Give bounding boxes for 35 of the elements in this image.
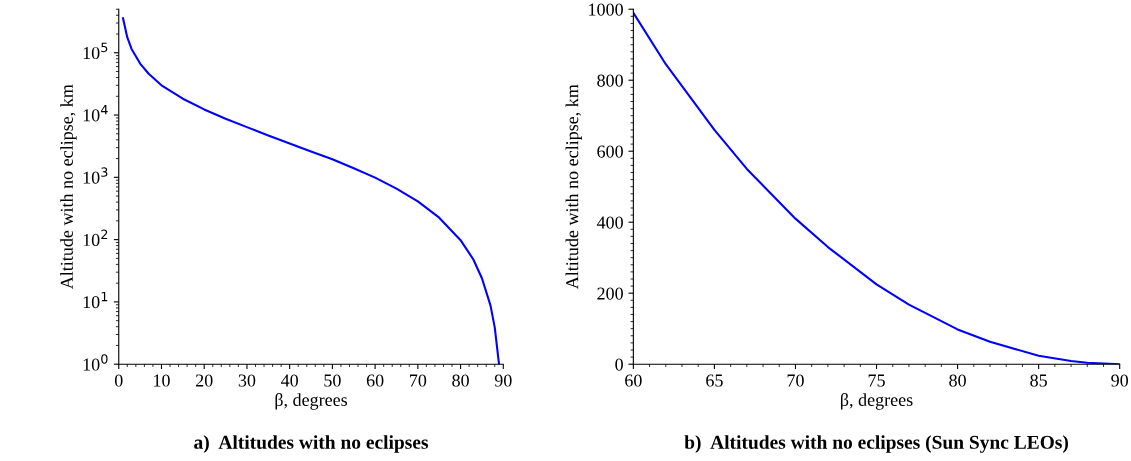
text: a) Altitudes with no eclipses <box>194 435 429 453</box>
x-tick-label: 10 <box>154 374 170 387</box>
x-tick-label: 85 <box>1030 374 1047 387</box>
y-tick-label: 400 <box>596 216 623 229</box>
x-tick-label: 60 <box>625 374 642 387</box>
x-tick-label: 20 <box>195 374 213 387</box>
x-tick-label: 90 <box>1111 374 1129 387</box>
y-tick-label: 10$^{2}$ <box>83 229 108 247</box>
x-tick-label: 30 <box>238 374 256 387</box>
y-tick-label: 10$^{1}$ <box>83 291 108 309</box>
x-tick-label: 70 <box>410 374 427 387</box>
x-tick-label: 40 <box>280 374 298 387</box>
y-axis-title: Altitude with no eclipse, km <box>565 84 582 290</box>
y-tick-label: 800 <box>597 74 623 87</box>
y-tick-label: 600 <box>597 145 623 158</box>
text: b) Altitudes with no eclipses (Sun Sync LEOs) <box>684 435 1068 453</box>
x-tick-label: 50 <box>324 374 341 387</box>
x-tick-label: 75 <box>868 374 885 387</box>
y-tick-label: 10$^{0}$ <box>83 354 108 371</box>
y-tick-label: 10$^{5}$ <box>83 42 108 60</box>
y-tick-label: 200 <box>597 287 623 300</box>
y-tick-label: 10$^{4}$ <box>83 105 108 122</box>
x-axis-title: β, degrees <box>275 393 348 410</box>
y-axis-title: Altitude with no eclipse, km <box>60 84 77 290</box>
x-tick-label: 65 <box>706 374 723 387</box>
x-tick-label: 60 <box>366 374 384 387</box>
x-tick-label: 80 <box>452 374 469 387</box>
x-tick-label: 70 <box>787 374 804 387</box>
y-tick-label: 1000 <box>589 3 623 16</box>
x-tick-label: 0 <box>114 374 123 387</box>
y-tick-label: 0 <box>615 358 623 371</box>
x-axis-title: β, degrees <box>841 393 913 410</box>
x-tick-label: 90 <box>494 374 512 387</box>
y-tick-label: 10$^{3}$ <box>83 167 108 184</box>
x-tick-label: 80 <box>949 374 966 387</box>
